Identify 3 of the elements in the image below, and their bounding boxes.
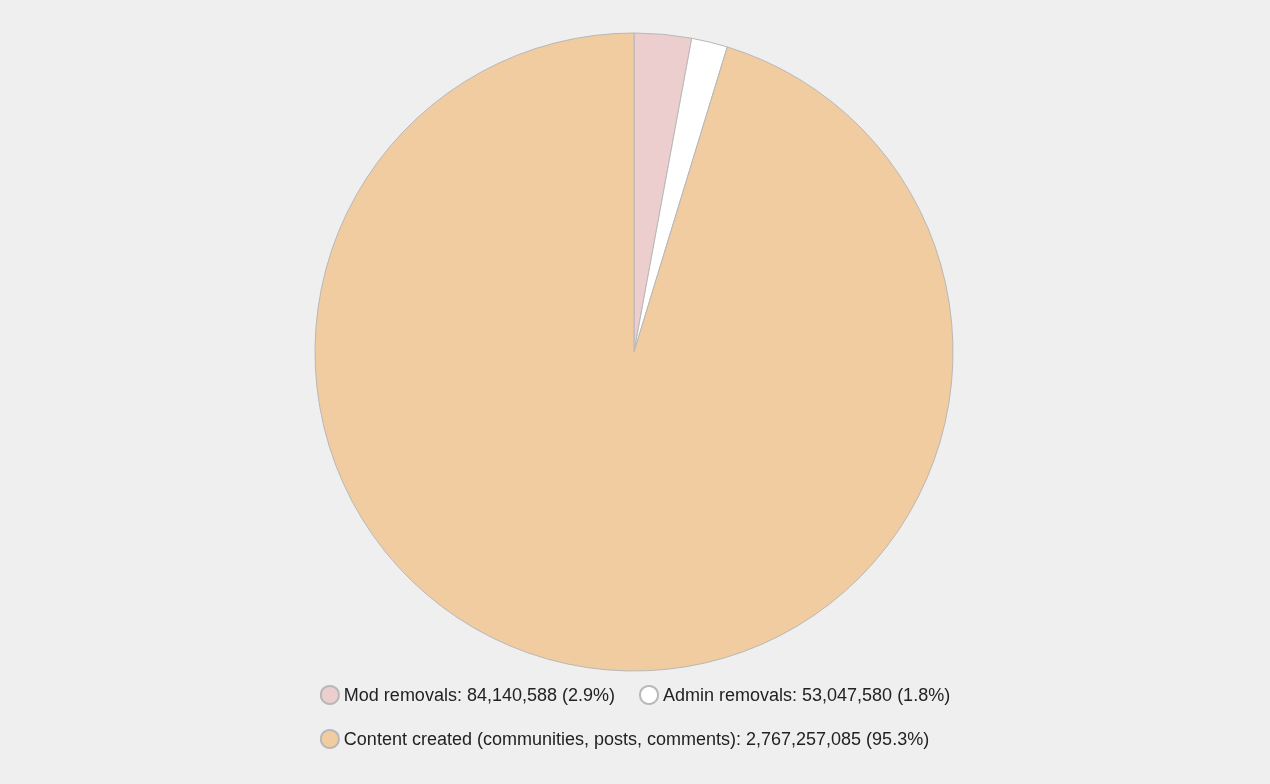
legend-label: Content created (communities, posts, comments): 2,767,257,085 (95.3%) (343, 729, 930, 749)
legend-label: Admin removals: 53,047,580 (1.8%) (663, 685, 951, 705)
legend-label: Mod removals: 84,140,588 (2.9%) (343, 685, 616, 705)
